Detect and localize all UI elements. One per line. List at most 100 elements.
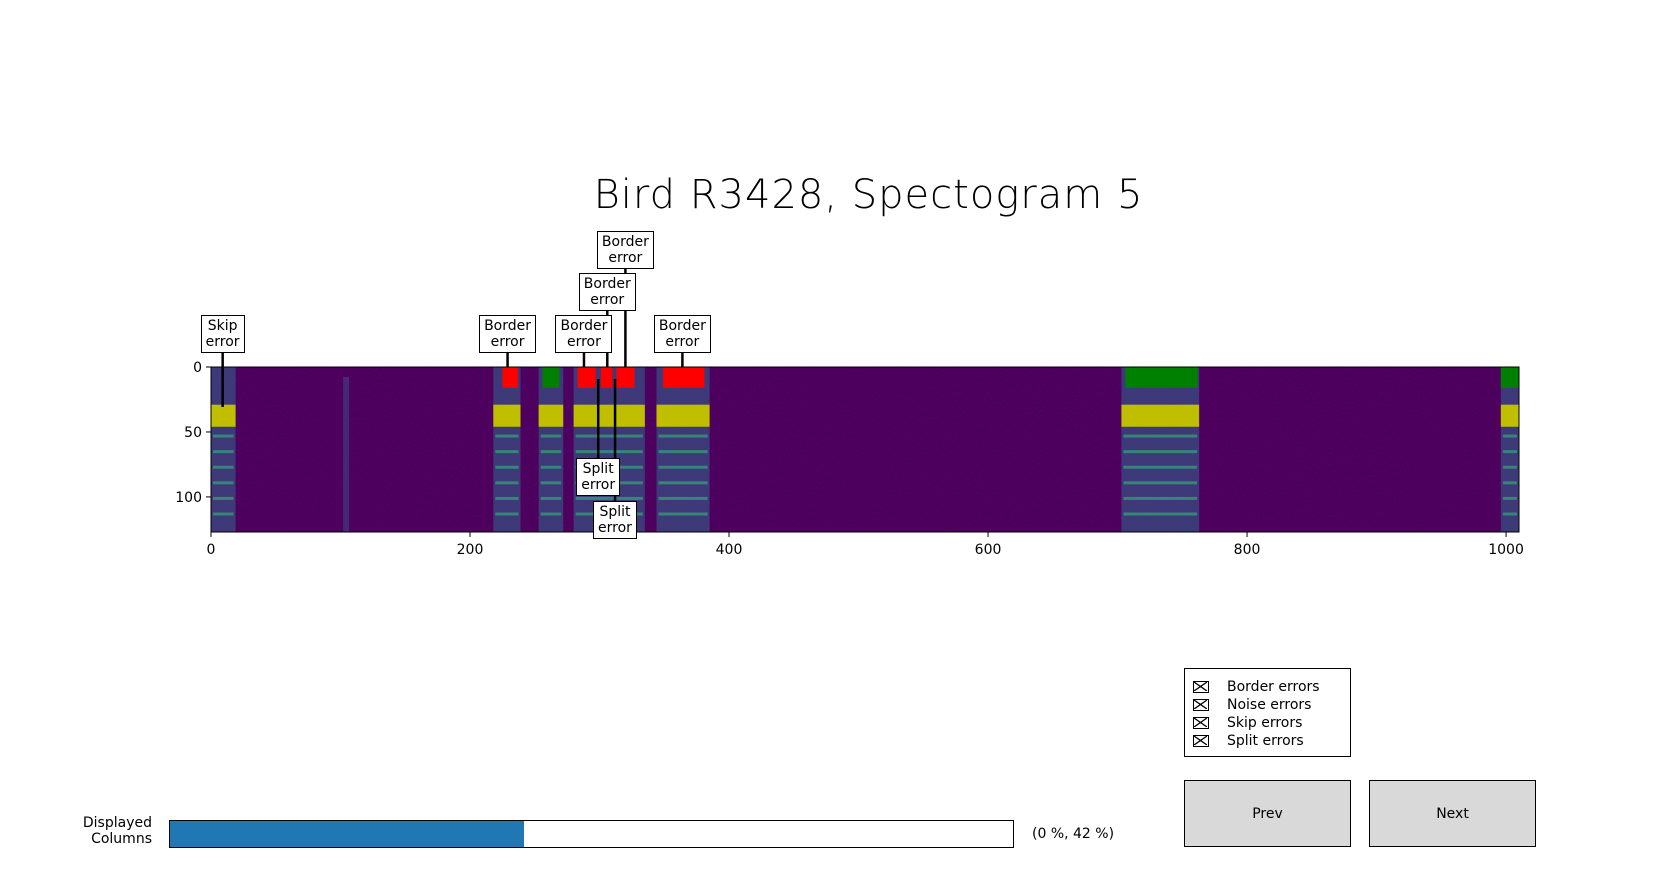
error-annotation-top: Border error bbox=[653, 315, 711, 353]
harmonic-band bbox=[575, 496, 643, 500]
error-annotation-top: Border error bbox=[555, 315, 613, 353]
displayed-columns-slider[interactable] bbox=[169, 820, 1014, 848]
harmonic-band bbox=[575, 450, 643, 454]
legend-label: Border errors bbox=[1227, 679, 1320, 695]
slider-fill[interactable] bbox=[170, 821, 525, 847]
error-annotation-top: Border error bbox=[479, 315, 536, 353]
harmonic-band bbox=[1123, 434, 1198, 438]
harmonic-band bbox=[658, 496, 708, 500]
x-tick-label: 200 bbox=[457, 542, 484, 558]
error-annotation-top: Border error bbox=[578, 273, 636, 311]
label-bar bbox=[662, 367, 705, 388]
vocalization-region bbox=[656, 367, 710, 532]
harmonic-band bbox=[495, 496, 519, 500]
legend-item[interactable]: Border errors bbox=[1193, 678, 1320, 696]
harmonic-band bbox=[1502, 450, 1517, 454]
vocalization-region bbox=[538, 367, 564, 532]
harmonic-band bbox=[540, 434, 562, 438]
vocalization-region bbox=[1500, 367, 1519, 532]
label-bar bbox=[542, 367, 560, 388]
harmonic-band bbox=[540, 465, 562, 469]
x-tick-label: 400 bbox=[716, 542, 743, 558]
harmonic-band bbox=[1502, 434, 1517, 438]
harmonic-band bbox=[1123, 465, 1198, 469]
harmonic-band bbox=[213, 481, 234, 485]
segment-bar bbox=[538, 404, 564, 427]
checkbox-icon[interactable] bbox=[1193, 735, 1209, 747]
segment-bar bbox=[1121, 404, 1200, 427]
vocalization-region bbox=[1121, 367, 1200, 532]
vocalization-region bbox=[493, 367, 521, 532]
y-tick-label: 50 bbox=[184, 425, 202, 441]
harmonic-band bbox=[495, 465, 519, 469]
x-tick-label: 600 bbox=[975, 542, 1002, 558]
harmonic-band bbox=[495, 434, 519, 438]
legend-item[interactable]: Noise errors bbox=[1193, 696, 1311, 714]
harmonic-band bbox=[1123, 512, 1198, 516]
segment-bar bbox=[1500, 404, 1519, 427]
harmonic-band bbox=[213, 512, 234, 516]
harmonic-band bbox=[658, 512, 708, 516]
error-annotation-bottom: Split error bbox=[576, 458, 621, 496]
harmonic-band bbox=[1123, 496, 1198, 500]
y-tick-label: 0 bbox=[193, 360, 202, 376]
harmonic-band bbox=[540, 512, 562, 516]
label-bar bbox=[1125, 367, 1198, 388]
x-tick-label: 0 bbox=[207, 542, 216, 558]
x-tick-label: 800 bbox=[1234, 542, 1261, 558]
label-bar bbox=[577, 367, 596, 388]
harmonic-band bbox=[495, 481, 519, 485]
harmonic-band bbox=[658, 450, 708, 454]
error-filter-legend: Border errors Noise errors Skip errors Spli… bbox=[1184, 668, 1351, 757]
checkbox-icon[interactable] bbox=[1193, 699, 1209, 711]
harmonic-band bbox=[1123, 481, 1198, 485]
harmonic-band bbox=[213, 434, 234, 438]
segment-bar bbox=[573, 404, 645, 427]
harmonic-band bbox=[1502, 481, 1517, 485]
next-button[interactable]: Next bbox=[1369, 780, 1536, 847]
y-tick-label: 100 bbox=[175, 490, 202, 506]
harmonic-band bbox=[213, 496, 234, 500]
label-bar bbox=[502, 367, 518, 388]
harmonic-band bbox=[658, 481, 708, 485]
harmonic-band bbox=[540, 496, 562, 500]
harmonic-band bbox=[213, 465, 234, 469]
noise-stripe bbox=[343, 377, 350, 532]
checkbox-icon[interactable] bbox=[1193, 681, 1209, 693]
harmonic-band bbox=[1123, 450, 1198, 454]
label-bar bbox=[1500, 367, 1519, 388]
slider-label: Displayed Columns bbox=[82, 815, 152, 847]
segment-bar bbox=[493, 404, 521, 427]
harmonic-band bbox=[495, 512, 519, 516]
legend-label: Split errors bbox=[1227, 733, 1304, 749]
harmonic-band bbox=[213, 450, 234, 454]
harmonic-band bbox=[1502, 465, 1517, 469]
harmonic-band bbox=[540, 450, 562, 454]
legend-label: Noise errors bbox=[1227, 697, 1312, 713]
prev-button[interactable]: Prev bbox=[1184, 780, 1351, 847]
segment-bar bbox=[211, 404, 236, 427]
harmonic-band bbox=[1502, 512, 1517, 516]
label-bar bbox=[600, 367, 613, 388]
slider-value-text: (0 %, 42 %) bbox=[1032, 826, 1115, 842]
harmonic-band bbox=[575, 434, 643, 438]
error-annotation-bottom: Split error bbox=[593, 501, 637, 539]
legend-label: Skip errors bbox=[1227, 715, 1303, 731]
error-annotation-top: Border error bbox=[596, 231, 654, 269]
legend-item[interactable]: Skip errors bbox=[1193, 714, 1302, 732]
label-bar bbox=[616, 367, 635, 388]
checkbox-icon[interactable] bbox=[1193, 717, 1209, 729]
spectrogram-noise bbox=[211, 367, 1519, 532]
harmonic-band bbox=[658, 434, 708, 438]
plot-title: Bird R3428, Spectogram 5 bbox=[593, 172, 1144, 218]
axes-frame bbox=[210, 366, 1520, 533]
error-annotation-top: Skip error bbox=[200, 315, 245, 353]
legend-item[interactable]: Split errors bbox=[1193, 732, 1304, 750]
x-tick-label: 1000 bbox=[1488, 542, 1524, 558]
segment-bar bbox=[656, 404, 710, 427]
harmonic-band bbox=[540, 481, 562, 485]
harmonic-band bbox=[495, 450, 519, 454]
harmonic-band bbox=[658, 465, 708, 469]
harmonic-band bbox=[1502, 496, 1517, 500]
